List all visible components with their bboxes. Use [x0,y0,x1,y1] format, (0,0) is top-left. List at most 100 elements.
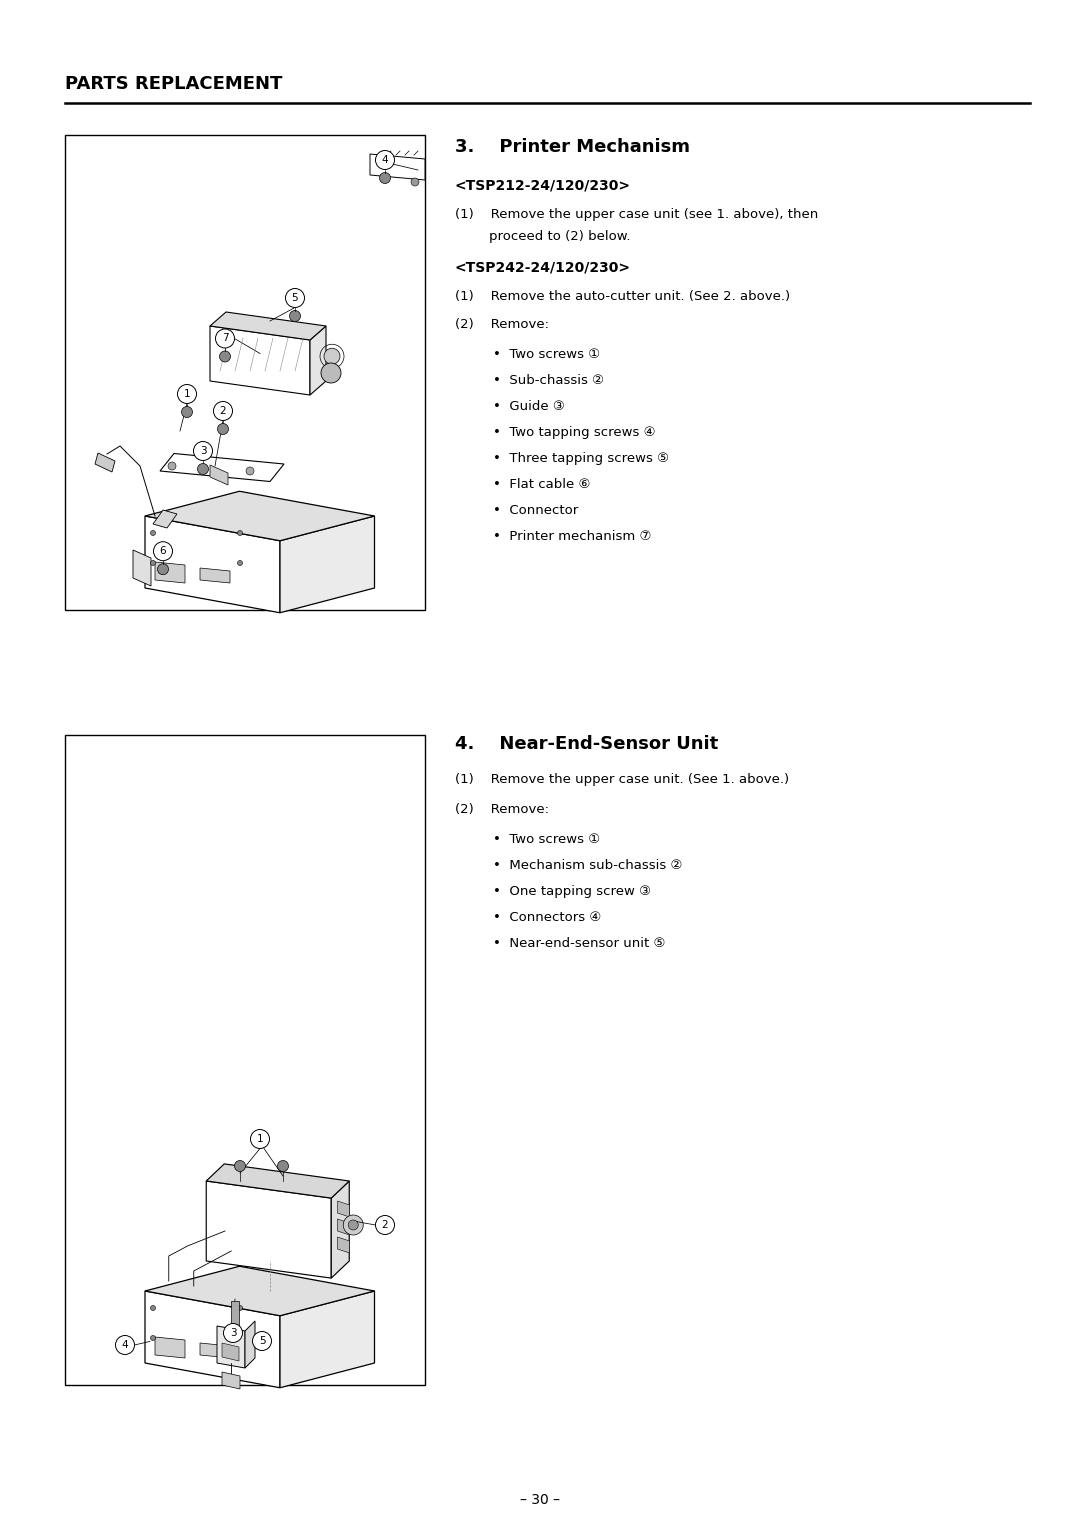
Circle shape [289,310,300,321]
Polygon shape [280,1291,375,1387]
Circle shape [150,530,156,535]
Circle shape [168,461,176,471]
Polygon shape [145,1291,280,1387]
Circle shape [150,1335,156,1340]
Polygon shape [145,516,280,613]
Circle shape [238,561,243,565]
Circle shape [177,385,197,403]
Circle shape [216,329,234,348]
Polygon shape [231,1300,239,1326]
Polygon shape [65,735,426,1384]
Text: 5: 5 [259,1335,266,1346]
Text: 3: 3 [200,446,206,455]
Text: •  Two tapping screws ④: • Two tapping screws ④ [492,426,656,439]
Circle shape [343,1215,363,1235]
Circle shape [253,1331,271,1351]
Polygon shape [153,510,177,529]
Polygon shape [210,465,228,484]
Text: (2)    Remove:: (2) Remove: [455,318,549,332]
Text: •  Sub-chassis ②: • Sub-chassis ② [492,374,604,387]
Circle shape [324,348,340,364]
Circle shape [150,1305,156,1311]
Polygon shape [206,1164,349,1198]
Polygon shape [222,1372,240,1389]
Text: 4.    Near-End-Sensor Unit: 4. Near-End-Sensor Unit [455,735,718,753]
Circle shape [246,468,254,475]
Text: •  Printer mechanism ⑦: • Printer mechanism ⑦ [492,530,651,542]
Circle shape [411,177,419,186]
Circle shape [219,351,230,362]
Text: 1: 1 [257,1134,264,1144]
Polygon shape [338,1238,350,1253]
Text: (1)    Remove the upper case unit. (See 1. above.): (1) Remove the upper case unit. (See 1. … [455,773,789,785]
Circle shape [181,406,192,417]
Circle shape [321,364,341,384]
Text: •  Mechanism sub-chassis ②: • Mechanism sub-chassis ② [492,859,683,872]
Circle shape [238,530,243,535]
Text: •  Connector: • Connector [492,504,578,516]
Text: •  Two screws ①: • Two screws ① [492,348,600,361]
Circle shape [150,561,156,565]
Polygon shape [210,325,310,396]
Text: 6: 6 [160,545,166,556]
Polygon shape [210,312,326,341]
Polygon shape [95,452,114,472]
Polygon shape [338,1201,350,1216]
Text: •  Two screws ①: • Two screws ① [492,833,600,847]
Polygon shape [310,325,326,396]
Circle shape [193,442,213,460]
Text: <TSP212-24/120/230>: <TSP212-24/120/230> [455,177,631,193]
Circle shape [153,542,173,561]
Polygon shape [222,1343,239,1361]
Circle shape [224,1323,243,1343]
Text: (1)    Remove the auto-cutter unit. (See 2. above.): (1) Remove the auto-cutter unit. (See 2.… [455,290,791,303]
Polygon shape [133,550,151,587]
Circle shape [116,1335,135,1354]
Circle shape [379,173,391,183]
Text: proceed to (2) below.: proceed to (2) below. [455,231,631,243]
Text: <TSP242-24/120/230>: <TSP242-24/120/230> [455,260,631,274]
Circle shape [238,1305,243,1311]
Circle shape [158,564,168,575]
Text: •  Connectors ④: • Connectors ④ [492,911,602,924]
Polygon shape [200,568,230,584]
Circle shape [234,1160,245,1172]
Circle shape [214,402,232,420]
Circle shape [238,1335,243,1340]
Polygon shape [370,154,426,180]
Polygon shape [217,1326,245,1368]
Text: •  Three tapping screws ⑤: • Three tapping screws ⑤ [492,452,669,465]
Circle shape [376,150,394,170]
Circle shape [217,423,229,434]
Text: (2)    Remove:: (2) Remove: [455,804,549,816]
Circle shape [285,289,305,307]
Polygon shape [332,1181,349,1277]
Text: 4: 4 [381,154,389,165]
Text: 2: 2 [381,1219,389,1230]
Polygon shape [200,1343,230,1358]
Polygon shape [145,1267,375,1316]
Polygon shape [338,1219,350,1235]
Text: (1)    Remove the upper case unit (see 1. above), then: (1) Remove the upper case unit (see 1. a… [455,208,819,222]
Circle shape [278,1160,288,1172]
Circle shape [251,1129,270,1149]
Text: 4: 4 [122,1340,129,1351]
Text: 5: 5 [292,293,298,303]
Text: 3.    Printer Mechanism: 3. Printer Mechanism [455,138,690,156]
Text: PARTS REPLACEMENT: PARTS REPLACEMENT [65,75,282,93]
Circle shape [376,1215,394,1235]
Polygon shape [65,134,426,610]
Circle shape [348,1219,359,1230]
Text: •  Flat cable ⑥: • Flat cable ⑥ [492,478,591,490]
Text: 7: 7 [221,333,228,344]
Polygon shape [160,454,284,481]
Circle shape [198,463,208,475]
Polygon shape [280,516,375,613]
Polygon shape [156,1337,185,1358]
Polygon shape [145,490,375,541]
Polygon shape [245,1322,255,1368]
Polygon shape [206,1181,332,1277]
Text: •  Guide ③: • Guide ③ [492,400,565,413]
Circle shape [230,1325,240,1334]
Text: 1: 1 [184,390,190,399]
